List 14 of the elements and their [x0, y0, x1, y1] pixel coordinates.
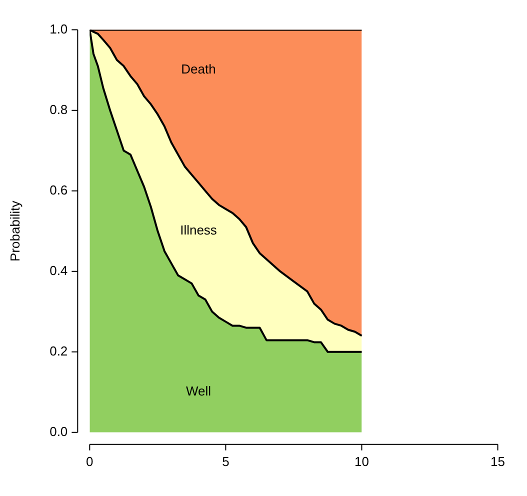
y-tick-label: 0.0 — [50, 424, 68, 439]
y-tick-label: 1.0 — [50, 21, 68, 36]
x-tick-label: 15 — [490, 454, 506, 469]
y-axis-title: Probability — [7, 200, 22, 262]
x-tick-label: 0 — [86, 454, 94, 469]
x-tick-label: 10 — [354, 454, 369, 469]
series-label: Illness — [180, 222, 218, 238]
y-tick-label: 0.8 — [50, 102, 68, 117]
series-label: Death — [181, 62, 216, 77]
x-tick-label: 5 — [222, 454, 230, 469]
y-tick-label: 0.4 — [50, 262, 68, 278]
y-tick-label: 0.2 — [50, 343, 68, 358]
y-tick-label: 0.6 — [50, 182, 68, 198]
series-label: Well — [186, 384, 212, 399]
